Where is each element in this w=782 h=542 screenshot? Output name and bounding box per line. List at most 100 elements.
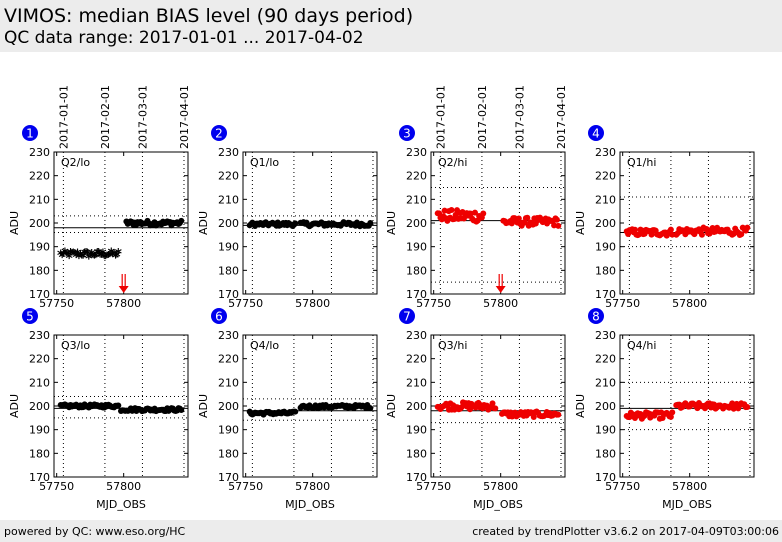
y-tick-label: 220 [595,353,616,366]
panel-number-text: 7 [403,310,411,324]
x-axis-label: MJD_OBS [662,498,712,511]
y-tick-label: 170 [406,288,427,301]
x-axis-label: MJD_OBS [285,498,335,511]
panel-number-badge [399,308,415,324]
data-point: * [105,250,113,266]
y-tick-label: 210 [218,193,239,206]
panel-label: Q1/hi [627,156,656,169]
y-tick-label: 220 [406,170,427,183]
date-label: 2017-02-01 [99,85,112,149]
data-point [521,219,528,226]
y-tick-label: 230 [406,146,427,159]
data-point [744,403,751,410]
panel-number-text: 8 [592,310,600,324]
data-point: * [68,248,76,264]
y-tick-label: 230 [595,146,616,159]
y-tick-label: 180 [29,447,50,460]
x-tick-label: 57750 [39,480,74,493]
data-point: * [99,247,107,263]
data-point [667,226,674,233]
y-axis-label: ADU [574,211,587,235]
data-point: * [85,251,93,267]
report-title: VIMOS: median BIAS level (90 days period… [4,5,414,27]
data-point [448,206,455,213]
trend-plots: 170 180 190 200 210 220 230 57750 57800 ADU Q2/lo 1… [8,85,755,511]
date-label: 2017-03-01 [136,85,149,149]
date-label: 2017-03-01 [513,85,526,149]
y-tick-label: 170 [29,471,50,484]
panel-number-badge [588,125,604,141]
report-header: VIMOS: median BIAS level (90 days period… [0,0,782,52]
panel-label: Q1/lo [250,156,279,169]
y-axis-label: ADU [574,394,587,418]
y-axis-label: ADU [385,211,398,235]
panel-number-badge [22,125,38,141]
x-tick-label: 57750 [416,297,451,310]
chart-panel-1: 170 180 190 200 210 220 230 57750 57800 ADU Q2/lo 1… [8,85,191,310]
footer-powered-by: powered by QC: www.eso.org/HC [4,525,186,538]
panel-label: Q4/lo [250,339,279,352]
data-point: * [65,251,73,267]
data-point [524,214,531,221]
data-point: * [74,247,82,263]
panel-number-text: 3 [403,127,411,141]
date-label: 2017-01-01 [57,85,70,149]
data-point [292,220,299,227]
data-point [631,226,638,233]
chart-panel-2: 170 180 190 200 210 220 230 57750 57800 ADU Q1/lo 2 [197,125,378,310]
data-point [744,224,751,231]
y-tick-label: 230 [595,329,616,342]
data-point: * [77,248,85,264]
y-tick-label: 220 [29,170,50,183]
y-tick-label: 230 [29,146,50,159]
y-tick-label: 180 [29,264,50,277]
outlier-arrow [118,274,129,293]
data-point: * [58,250,66,266]
data-point: * [80,251,88,267]
data-point: * [89,250,97,266]
data-point [669,409,676,416]
y-tick-label: 230 [218,329,239,342]
x-tick-label: 57800 [295,297,330,310]
data-point: * [95,247,103,263]
panel-label: Q4/hi [627,339,656,352]
y-tick-label: 210 [595,193,616,206]
data-point: * [71,247,79,263]
y-tick-label: 210 [595,376,616,389]
y-tick-label: 210 [29,193,50,206]
data-point: * [108,246,116,262]
date-label: 2017-01-01 [434,85,447,149]
y-tick-label: 180 [595,264,616,277]
y-tick-label: 190 [406,241,427,254]
data-point: * [78,251,86,267]
data-point: * [64,248,72,264]
date-label: 2017-02-01 [476,85,489,149]
data-point: * [57,248,65,264]
x-tick-label: 57750 [605,297,640,310]
y-tick-label: 170 [406,471,427,484]
data-point [178,217,185,224]
y-axis-label: ADU [8,211,21,235]
y-tick-label: 210 [406,193,427,206]
data-point [698,231,705,238]
data-point: * [109,249,117,265]
panel-number-text: 6 [215,310,223,324]
data-point: * [70,247,78,263]
y-tick-label: 210 [218,376,239,389]
y-tick-label: 190 [218,241,239,254]
chart-panel-5: 170 180 190 200 210 220 230 57750 57800 ADU MJD_OB… [8,308,189,511]
panel-number-badge [22,308,38,324]
data-point [530,414,537,421]
x-axis-label: MJD_OBS [96,498,146,511]
x-tick-label: 57750 [416,480,451,493]
data-point: * [96,249,104,265]
y-tick-label: 190 [406,424,427,437]
y-tick-label: 170 [218,471,239,484]
y-tick-label: 210 [29,376,50,389]
y-tick-label: 190 [595,424,616,437]
y-tick-label: 190 [218,424,239,437]
x-tick-label: 57750 [605,480,640,493]
x-tick-label: 57750 [228,480,263,493]
y-axis-label: ADU [385,394,398,418]
data-point: * [75,251,83,267]
